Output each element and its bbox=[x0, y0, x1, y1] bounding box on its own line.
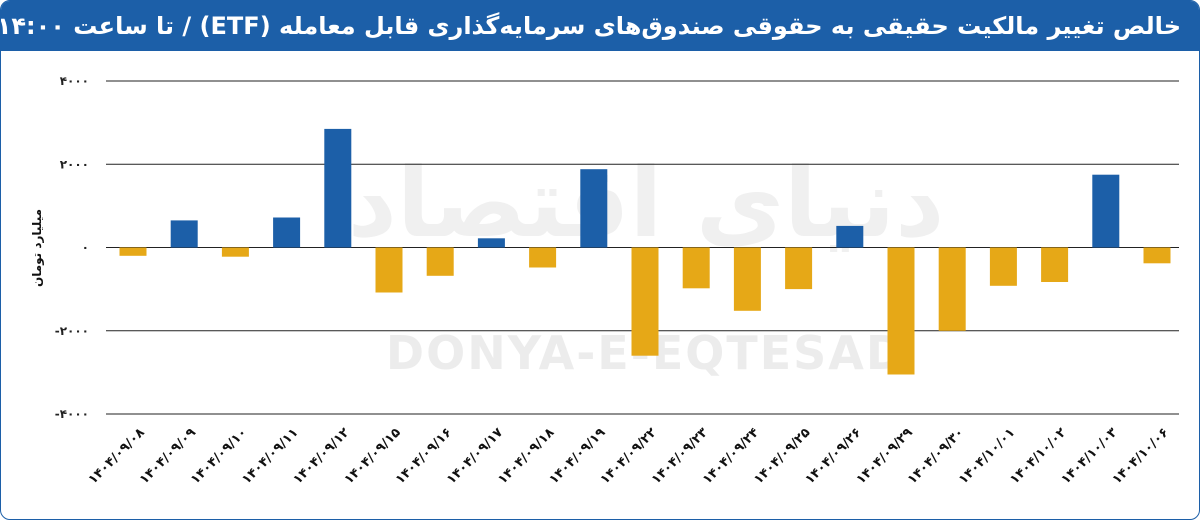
bar bbox=[836, 225, 864, 248]
bar bbox=[477, 238, 505, 248]
bar bbox=[324, 128, 352, 248]
bar bbox=[119, 247, 147, 256]
bar bbox=[989, 247, 1017, 286]
y-tick-label: -۲۰۰۰ bbox=[55, 324, 89, 338]
bar bbox=[170, 220, 198, 248]
bar bbox=[1092, 174, 1120, 248]
bars bbox=[119, 128, 1171, 375]
bar bbox=[733, 247, 761, 311]
y-tick-label: -۴۰۰۰ bbox=[55, 407, 89, 421]
chart-title: خالص تغییر مالکیت حقیقی به حقوقی صندوق‌ه… bbox=[0, 12, 1181, 40]
y-tick-label: ۴۰۰۰ bbox=[60, 74, 89, 88]
bar bbox=[273, 217, 301, 248]
y-axis-ticks: ۴۰۰۰ ۲۰۰۰ ۰ -۲۰۰۰ -۴۰۰۰ bbox=[55, 74, 89, 421]
bar bbox=[1041, 247, 1069, 282]
title-bar: خالص تغییر مالکیت حقیقی به حقوقی صندوق‌ه… bbox=[1, 1, 1199, 51]
bar bbox=[631, 247, 659, 356]
bar bbox=[785, 247, 813, 290]
bar bbox=[426, 247, 454, 276]
bar bbox=[1143, 247, 1171, 264]
bar bbox=[221, 247, 249, 257]
bar bbox=[375, 247, 403, 293]
bar bbox=[580, 169, 608, 248]
y-tick-label: ۲۰۰۰ bbox=[60, 157, 89, 171]
bar bbox=[938, 247, 966, 331]
bar bbox=[682, 247, 710, 289]
y-tick-label: ۰ bbox=[82, 241, 89, 255]
x-axis-ticks: ۱۴۰۴/۰۹/۰۸۱۴۰۴/۰۹/۰۹۱۴۰۴/۰۹/۱۰۱۴۰۴/۰۹/۱۱… bbox=[86, 425, 1172, 487]
bar bbox=[529, 247, 557, 268]
bar bbox=[887, 247, 915, 375]
y-axis-label: میلیارد تومان bbox=[30, 209, 45, 287]
